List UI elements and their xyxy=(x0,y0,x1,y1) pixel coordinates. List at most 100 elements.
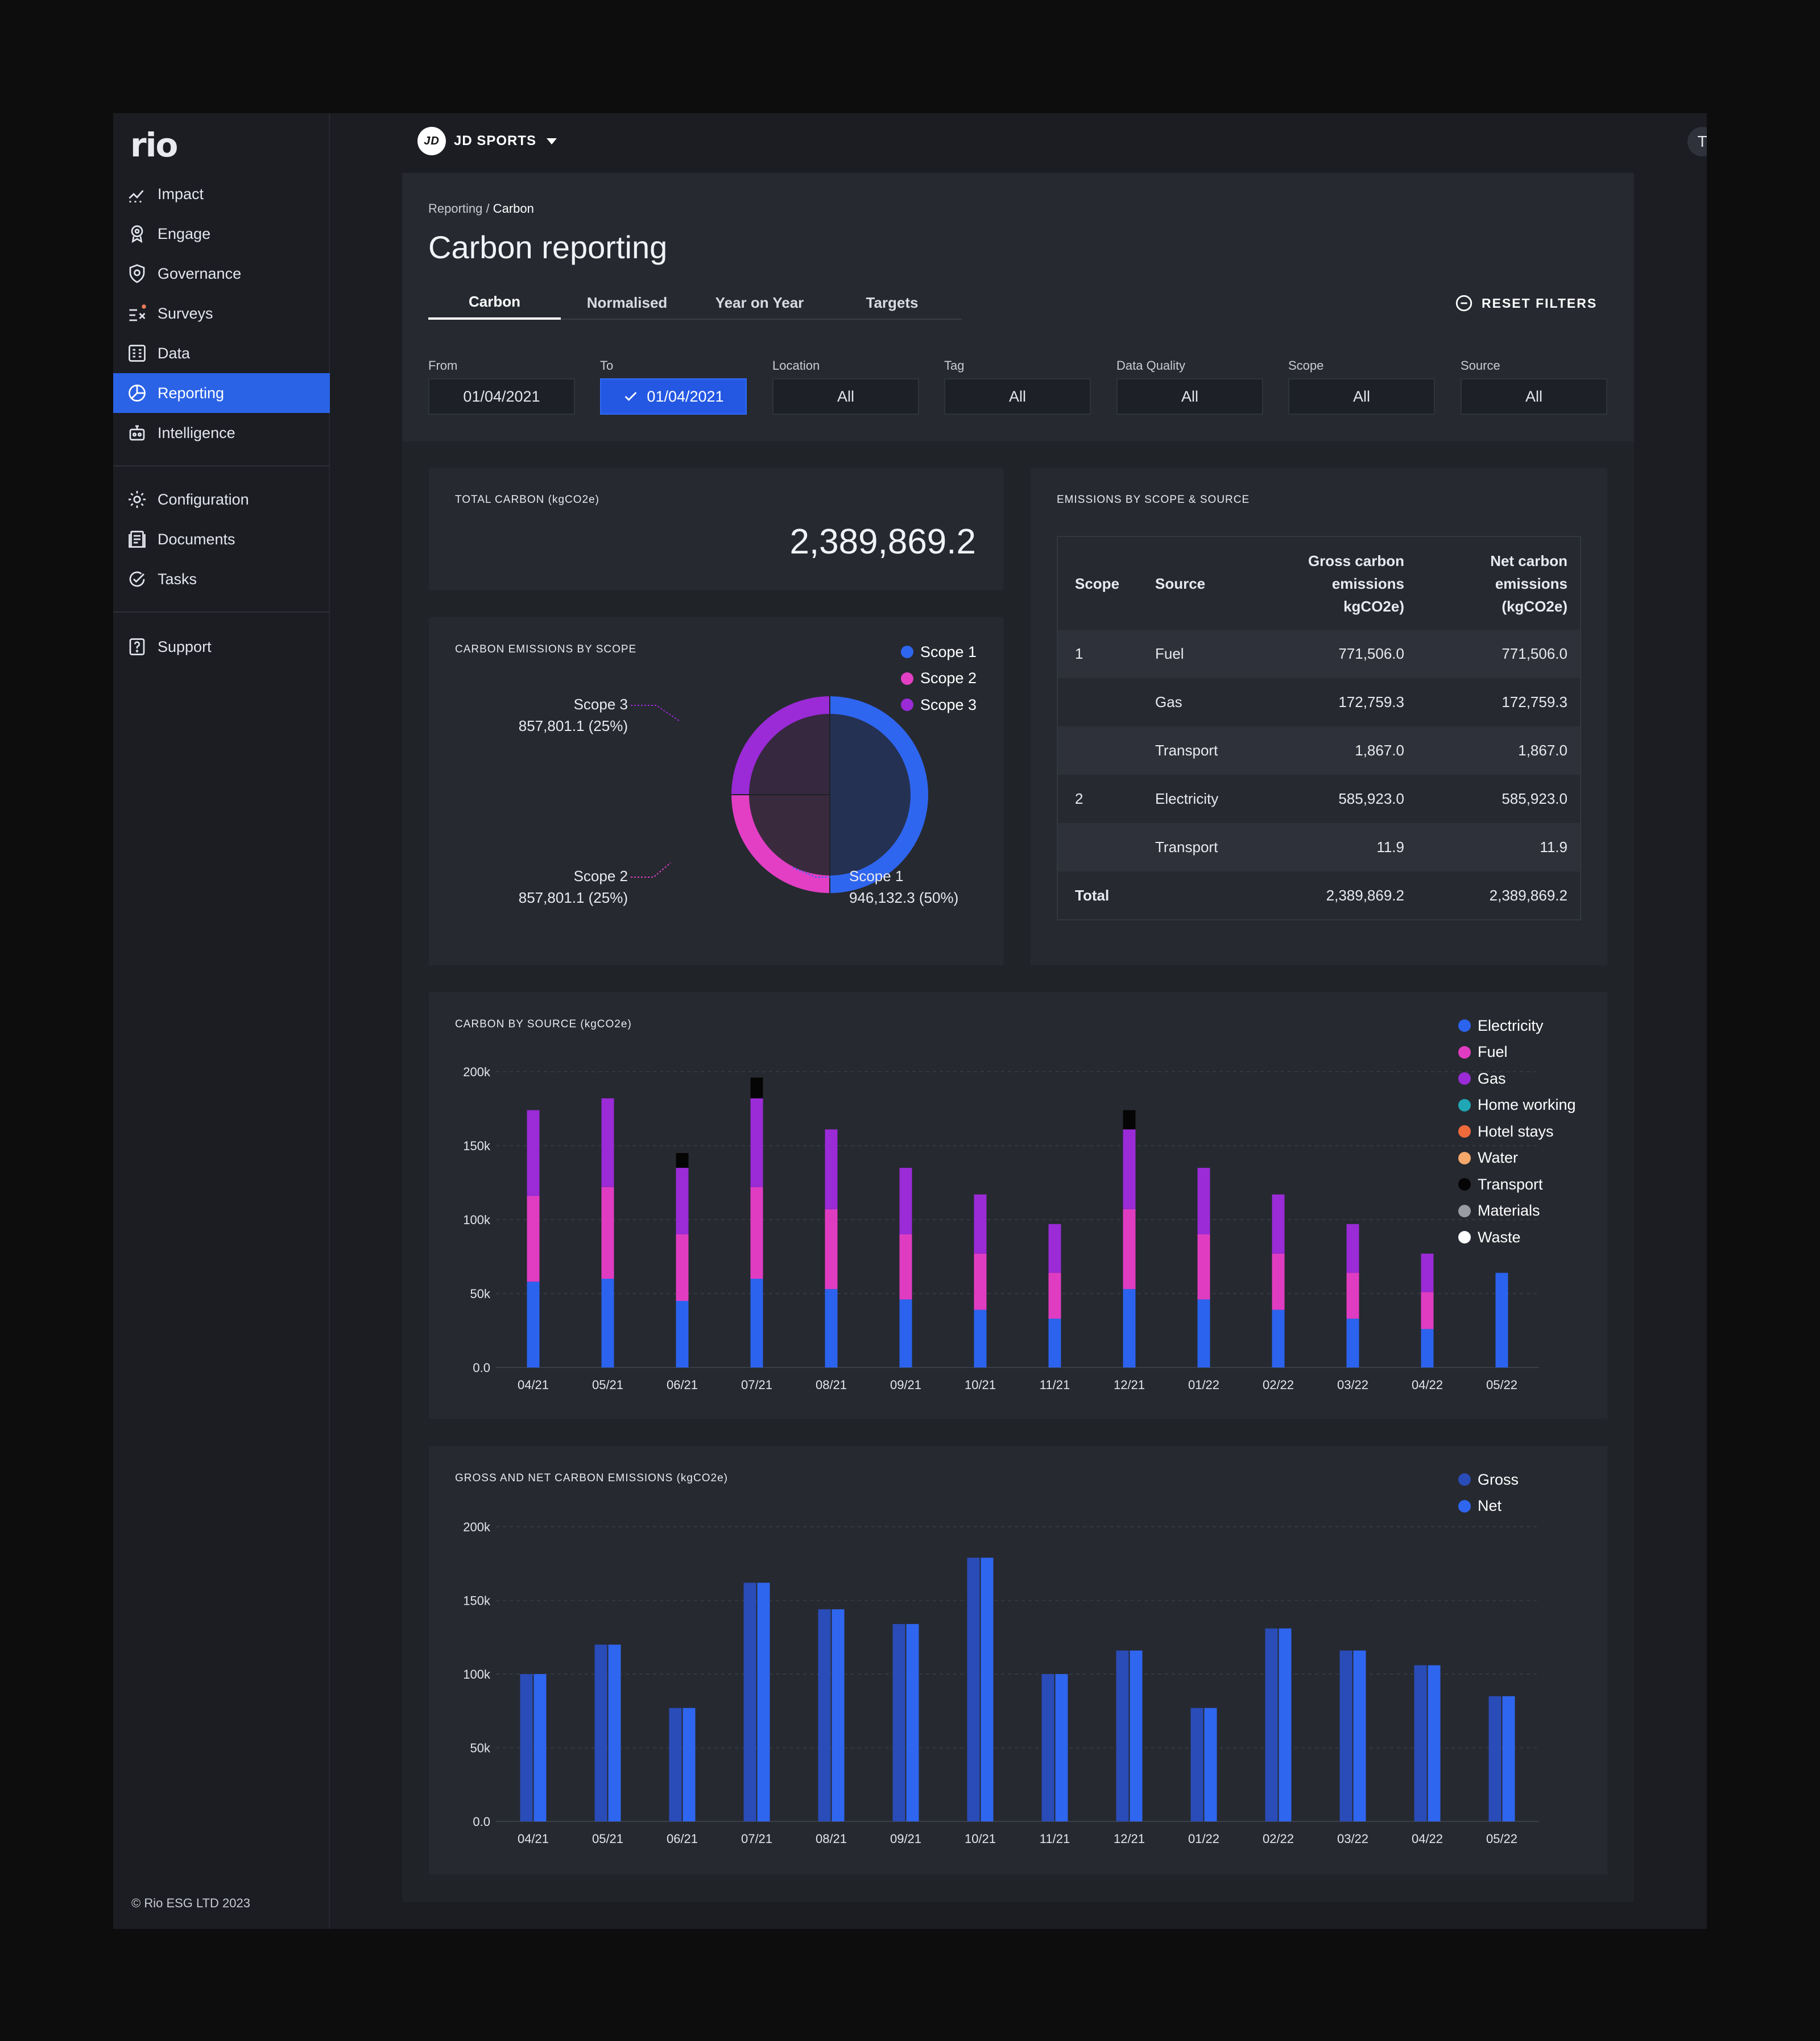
sidebar-item-tasks[interactable]: Tasks xyxy=(113,559,330,599)
gross-net-legend: Gross Net xyxy=(1458,1466,1519,1519)
bar-segment-gas xyxy=(750,1098,763,1187)
legend-swatch xyxy=(1458,1499,1471,1513)
bar-gross xyxy=(1190,1708,1203,1821)
legend-swatch xyxy=(1458,1473,1471,1486)
table-total-row: Total 2,389,869.2 2,389,869.2 xyxy=(1057,871,1581,920)
legend-item-electricity[interactable]: Electricity xyxy=(1458,1013,1576,1039)
bar-segment-gas xyxy=(1421,1253,1434,1292)
sidebar-item-configuration[interactable]: Configuration xyxy=(113,480,330,519)
legend-item-gas[interactable]: Gas xyxy=(1458,1065,1576,1092)
emissions-by-scope-source-card: EMISSIONS BY SCOPE & SOURCE Scope Source… xyxy=(1031,468,1607,965)
gross-header-line: kgCO2e) xyxy=(1343,597,1404,615)
filter-location[interactable]: All xyxy=(772,378,919,415)
x-tick-label: 04/22 xyxy=(1412,1832,1443,1846)
x-tick-label: 08/21 xyxy=(816,1378,847,1392)
y-tick-label: 200k xyxy=(463,1065,491,1079)
bar-segment-electricity xyxy=(527,1282,540,1367)
x-tick-label: 12/21 xyxy=(1114,1378,1145,1392)
legend-item-water[interactable]: Water xyxy=(1458,1145,1576,1172)
bar-net xyxy=(757,1583,770,1821)
bar-net xyxy=(1353,1650,1366,1821)
bar-segment-gas xyxy=(527,1110,540,1196)
bar-segment-fuel xyxy=(1346,1272,1359,1319)
bar-segment-electricity xyxy=(1272,1309,1285,1367)
bar-segment-electricity xyxy=(1421,1329,1434,1367)
bar-segment-transport xyxy=(750,1077,763,1098)
sidebar-item-impact[interactable]: Impact xyxy=(113,174,330,214)
cell-gross: 1,867.0 xyxy=(1355,742,1404,759)
user-avatar[interactable]: T xyxy=(1687,127,1707,156)
card-title: CARBON EMISSIONS BY SCOPE xyxy=(455,643,637,655)
cell-source xyxy=(1138,871,1263,920)
legend-label: Waste xyxy=(1478,1228,1521,1246)
bar-gross xyxy=(1488,1696,1502,1821)
filter-scope[interactable]: All xyxy=(1288,378,1435,415)
reset-filters-button[interactable]: RESET FILTERS xyxy=(1454,294,1597,313)
y-tick-label: 0.0 xyxy=(473,1361,490,1375)
cell-net: 585,923.0 xyxy=(1502,790,1567,807)
legend-item-gross[interactable]: Gross xyxy=(1458,1466,1519,1493)
sidebar-item-surveys[interactable]: Surveys xyxy=(113,294,330,333)
filter-from-date[interactable]: 01/04/2021 xyxy=(428,378,575,415)
jd-sports-logo: JD xyxy=(417,127,446,155)
sidebar-divider xyxy=(113,465,330,466)
filter-to-date[interactable]: 01/04/2021 xyxy=(600,378,747,415)
legend-item-scope-1[interactable]: Scope 1 xyxy=(901,639,977,666)
legend-item-waste[interactable]: Waste xyxy=(1458,1224,1576,1251)
scope-1-annotation: Scope 1 946,132.3 (50%) xyxy=(849,865,958,908)
legend-item-scope-2[interactable]: Scope 2 xyxy=(901,666,977,692)
bar-segment-gas xyxy=(1197,1168,1210,1234)
tab-targets[interactable]: Targets xyxy=(866,294,919,311)
surveys-icon xyxy=(129,304,146,321)
filter-data-quality[interactable]: All xyxy=(1116,378,1263,415)
filter-source[interactable]: All xyxy=(1461,378,1607,415)
x-tick-label: 07/21 xyxy=(741,1832,772,1846)
sidebar-item-intelligence[interactable]: Intelligence xyxy=(113,413,330,453)
legend-item-transport[interactable]: Transport xyxy=(1458,1171,1576,1198)
rio-logo[interactable]: rio xyxy=(130,126,178,164)
sidebar-item-documents[interactable]: Documents xyxy=(113,519,330,559)
breadcrumb-parent[interactable]: Reporting xyxy=(428,201,483,216)
legend-swatch xyxy=(1458,1098,1471,1112)
legend-item-hotel-stays[interactable]: Hotel stays xyxy=(1458,1118,1576,1145)
bar-gross xyxy=(1414,1665,1427,1821)
sidebar-item-data[interactable]: Data xyxy=(113,333,330,373)
filter-label-to: To xyxy=(600,358,614,373)
filter-label-tag: Tag xyxy=(944,358,965,373)
filter-tag[interactable]: All xyxy=(944,378,1091,415)
tab-normalised[interactable]: Normalised xyxy=(586,294,668,311)
table-row: Gas 172,759.3 172,759.3 xyxy=(1057,678,1581,726)
sidebar-item-governance[interactable]: Governance xyxy=(113,254,330,294)
sidebar-item-support[interactable]: Support xyxy=(113,627,330,667)
scope-1-value: 946,132.3 (50%) xyxy=(849,889,959,906)
tab-year-on-year[interactable]: Year on Year xyxy=(715,294,804,311)
gross-header-line: emissions xyxy=(1331,575,1404,592)
cell-scope: 1 xyxy=(1075,645,1083,662)
x-tick-label: 04/21 xyxy=(518,1378,549,1392)
legend-item-materials[interactable]: Materials xyxy=(1458,1198,1576,1225)
legend-item-net[interactable]: Net xyxy=(1458,1493,1519,1520)
organisation-switcher[interactable]: JD JD SPORTS xyxy=(417,127,557,155)
app-window: rio Impact Engage Governance Surveys Dat… xyxy=(113,113,1707,1929)
bar-segment-fuel xyxy=(1421,1292,1434,1329)
legend-swatch xyxy=(1458,1231,1471,1244)
bar-gross xyxy=(892,1623,905,1821)
top-bar: JD JD SPORTS T xyxy=(330,113,1707,173)
legend-item-home-working[interactable]: Home working xyxy=(1458,1092,1576,1119)
bar-segment-electricity xyxy=(750,1279,763,1367)
legend-item-fuel[interactable]: Fuel xyxy=(1458,1039,1576,1066)
legend-item-scope-3[interactable]: Scope 3 xyxy=(901,692,977,718)
net-header-line: (kgCO2e) xyxy=(1502,597,1567,615)
x-tick-label: 10/21 xyxy=(965,1378,996,1392)
bar-net xyxy=(1130,1650,1143,1821)
sidebar-item-label: Tasks xyxy=(158,570,197,588)
cell-scope xyxy=(1057,726,1138,775)
donut-inner-slice xyxy=(830,714,911,875)
sidebar-divider xyxy=(113,612,330,613)
net-header-line: Net carbon xyxy=(1490,552,1567,569)
bar-net xyxy=(981,1557,994,1821)
tab-carbon[interactable]: Carbon xyxy=(428,286,561,320)
sidebar-item-reporting[interactable]: Reporting xyxy=(113,373,330,413)
sidebar-item-engage[interactable]: Engage xyxy=(113,214,330,254)
x-tick-label: 10/21 xyxy=(965,1832,996,1846)
